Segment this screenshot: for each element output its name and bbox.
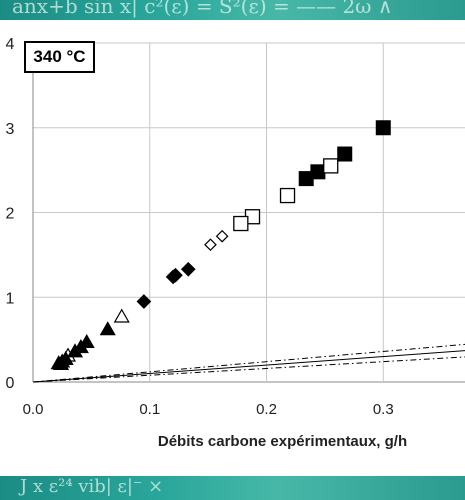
filled-triangle-marker [66,343,84,358]
open-diamond-marker [204,238,217,252]
parity-line [32,350,465,383]
deviation-line [32,343,465,383]
filled-triangle-marker [99,321,116,336]
filled-diamond-marker [165,269,181,285]
filled-diamond-marker [136,294,152,309]
x-tick-label: 0.2 [256,401,277,418]
x-tick-label: 0.1 [139,401,160,418]
y-tick-label: 1 [6,290,15,307]
open-square-marker [233,215,249,232]
open-square-marker [323,158,339,174]
open-diamond-marker [215,229,229,243]
x-axis-title: Débits carbone expérimentaux, g/h [157,433,408,450]
temperature-label: 340 °C [24,41,95,73]
plot-panel: 0 1 2 3 4 0.0 0.1 0.2 0.3 340 °C Débits carbone … [0,20,465,476]
top-banner-formula: anx+b sin x| c²(ε) = S²(ε) = —— 2ω ∧ [12,0,393,18]
filled-square-marker [298,171,314,187]
x-tick-label: 0.3 [373,401,394,418]
y-tick-label: 2 [6,206,15,223]
y-tick-label: 0 [6,375,15,392]
open-square-marker [279,187,296,204]
filled-diamond-marker [180,261,196,277]
filled-square-marker [375,120,391,136]
top-decorative-banner: anx+b sin x| c²(ε) = S²(ε) = —— 2ω ∧ [0,0,465,20]
filled-triangle-marker [52,355,70,371]
bottom-banner-formula: J x ε²⁴ vib| ε|⁻ × [20,476,164,497]
filled-square-marker [337,146,353,162]
open-triangle-marker [113,308,130,323]
deviation-line [32,356,465,383]
y-tick-label: 4 [6,36,15,53]
x-tick-label: 0.0 [23,401,44,418]
scatter-chart: 0 1 2 3 4 0.0 0.1 0.2 0.3 [6,36,465,418]
bottom-decorative-banner: J x ε²⁴ vib| ε|⁻ × [0,476,465,500]
y-tick-label: 3 [6,121,15,138]
